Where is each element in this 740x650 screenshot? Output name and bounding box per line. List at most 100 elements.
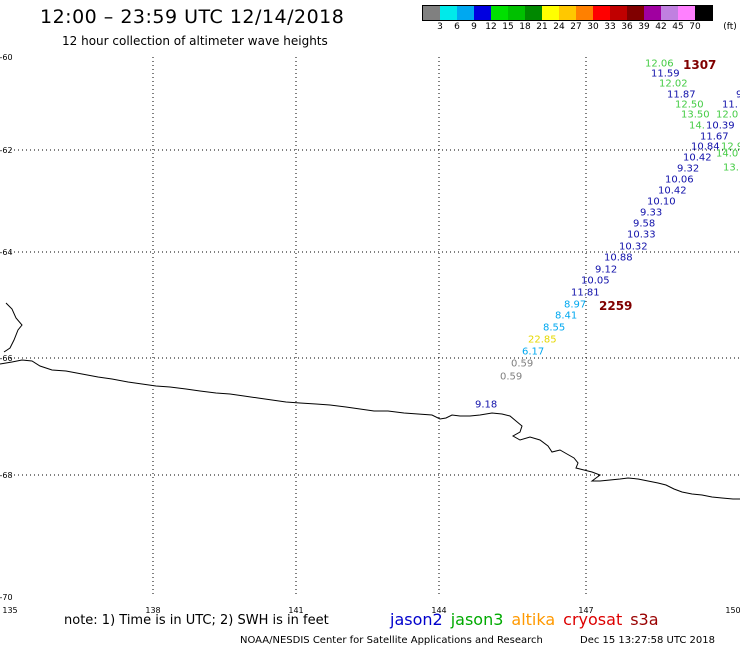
legend-label: 70 (689, 22, 701, 32)
wave-height-label: 10.42 (658, 185, 687, 196)
legend-swatch (610, 6, 627, 20)
wave-height-label: 9.33 (640, 207, 662, 218)
legend-swatch (542, 6, 559, 20)
wave-height-label: 9.12 (595, 264, 617, 275)
wave-height-label: 12.50 (675, 99, 704, 110)
coastline (0, 359, 740, 500)
footer-note: note: 1) Time is in UTC; 2) SWH is in fe… (64, 613, 329, 628)
wave-height-label: 10.39 (706, 120, 735, 131)
wave-height-label: 0.59 (500, 371, 522, 382)
satellite-altika: altika (511, 610, 556, 629)
wave-height-label: 10.42 (683, 152, 712, 163)
legend-label: 6 (454, 22, 460, 32)
legend-swatch (559, 6, 576, 20)
legend-swatch (508, 6, 525, 20)
wave-height-label: 8.97 (564, 299, 586, 310)
wave-height-label: 6.17 (522, 346, 544, 357)
legend-label: 30 (587, 22, 599, 32)
wave-height-label: 8.55 (543, 322, 565, 333)
legend-label: 36 (621, 22, 633, 32)
legend-label: 33 (604, 22, 616, 32)
wave-height-label: 0.59 (511, 358, 533, 369)
credit-text: NOAA/NESDIS Center for Satellite Applica… (240, 635, 543, 646)
legend-swatch (491, 6, 508, 20)
graticule-grid (10, 57, 740, 597)
satellite-list: jason2 jason3 altika cryosat s3a (390, 610, 667, 629)
wave-height-label: 14.0 (716, 148, 738, 159)
legend-swatch (661, 6, 678, 20)
longitude-label: 138 (145, 606, 160, 615)
pass-time-label: 2259 (599, 299, 632, 313)
wave-height-label: 12.99 (721, 141, 740, 152)
legend-unit: (ft) (723, 22, 737, 32)
wave-height-label: 22.85 (528, 334, 557, 345)
wave-height-label: 10.32 (619, 241, 648, 252)
page-subtitle: 12 hour collection of altimeter wave hei… (62, 34, 328, 48)
coastline-peninsula (3, 302, 23, 353)
page-title: 12:00 – 23:59 UTC 12/14/2018 (40, 6, 345, 28)
longitude-label: 141 (288, 606, 303, 615)
latitude-label: -66 (0, 354, 13, 363)
legend-label: 15 (502, 22, 514, 32)
legend-label: 9 (471, 22, 477, 32)
legend-label: 18 (519, 22, 531, 32)
satellite-jason2: jason2 (390, 610, 443, 629)
legend-label: 3 (437, 22, 443, 32)
legend-label: 12 (485, 22, 497, 32)
wave-height-label: 11. (722, 99, 738, 110)
legend-label: 27 (570, 22, 582, 32)
legend-label: 39 (638, 22, 650, 32)
wave-height-label: 11.87 (667, 89, 696, 100)
wave-height-label: 12.0 (716, 109, 738, 120)
generated-timestamp: Dec 15 13:27:58 UTC 2018 (580, 635, 715, 646)
latitude-labels: -60 -62 -64 -66 -68 -70 (0, 53, 13, 602)
wave-height-label: 13.50 (681, 109, 710, 120)
legend-label: 42 (655, 22, 667, 32)
legend-label: 21 (536, 22, 548, 32)
wave-height-label: 13. (723, 162, 739, 173)
wave-height-label: 9 (736, 89, 740, 100)
wave-height-label: 10.06 (665, 174, 694, 185)
wave-height-label: 10.33 (627, 229, 656, 240)
latitude-label: -68 (0, 471, 13, 480)
longitude-label: 135 (2, 606, 17, 615)
wave-height-label: 9.32 (677, 163, 699, 174)
wave-height-legend-labels: 3 6 9 12 15 18 21 24 27 30 33 36 39 42 45 70 (ft) (422, 22, 740, 36)
legend-swatch (678, 6, 695, 20)
legend-label: 45 (672, 22, 684, 32)
wave-height-label: 10.05 (581, 275, 610, 286)
legend-swatch (644, 6, 661, 20)
legend-swatch (695, 6, 712, 20)
legend-swatch (576, 6, 593, 20)
wave-height-label: 11.81 (571, 287, 600, 298)
legend-swatch (440, 6, 457, 20)
longitude-labels: 135 138 141 144 147 150 (2, 606, 740, 615)
wave-height-label: 14. (689, 120, 705, 131)
longitude-label: 147 (578, 606, 593, 615)
pass-time-label: 1307 (683, 58, 716, 72)
wave-height-label: 10.10 (647, 196, 676, 207)
longitude-label: 144 (431, 606, 446, 615)
latitude-label: -64 (0, 248, 13, 257)
wave-height-label: 10.88 (604, 252, 633, 263)
legend-swatch (627, 6, 644, 20)
wave-height-label: 10.84 (691, 141, 720, 152)
wave-height-label: 12.06 (645, 58, 674, 69)
satellite-cryosat: cryosat (563, 610, 623, 629)
wave-height-label: 11.59 (651, 68, 680, 79)
latitude-label: -60 (0, 53, 13, 62)
legend-label: 24 (553, 22, 565, 32)
wave-height-legend (422, 5, 713, 21)
legend-swatch (457, 6, 474, 20)
wave-height-label: 11.67 (700, 131, 729, 142)
legend-swatch (423, 6, 440, 20)
satellite-s3a: s3a (630, 610, 659, 629)
longitude-label: 150 (725, 606, 740, 615)
wave-height-label: 9.18 (475, 399, 497, 410)
wave-height-label: 8.41 (555, 310, 577, 321)
legend-swatch (474, 6, 491, 20)
latitude-label: -62 (0, 146, 13, 155)
wave-height-label: 9.58 (633, 218, 655, 229)
